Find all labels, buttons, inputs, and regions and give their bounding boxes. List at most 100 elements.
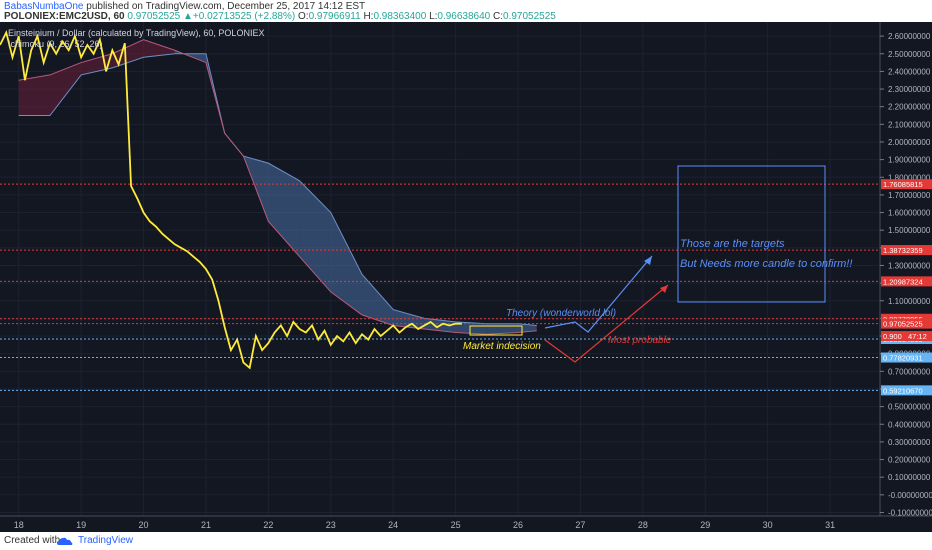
- x-tick-label: 29: [700, 520, 710, 530]
- publish-info: published on TradingView.com, December 2…: [83, 1, 366, 12]
- plot-area: [0, 22, 880, 516]
- price-tag-countdown: 47:12: [908, 332, 927, 341]
- most-probable-label: Most probable: [608, 335, 672, 346]
- open-label: O:: [298, 11, 309, 22]
- footer: Created with TradingView: [0, 532, 932, 550]
- high-label: H:: [363, 11, 374, 22]
- level-label: 0.59210670: [883, 386, 923, 395]
- tradingview-cloud-icon: [57, 537, 73, 545]
- time-axis[interactable]: 18 19 20 21 22 23 24 25 26 27 28 29 30 31: [0, 515, 932, 530]
- close-value: 0.97052525: [503, 11, 556, 22]
- x-tick-label: 25: [451, 520, 461, 530]
- level-label-bg: [881, 352, 932, 363]
- y-tick-label: 1.80000000: [888, 173, 931, 182]
- y-tick-label: 1.10000000: [888, 297, 931, 306]
- tradingview-brand[interactable]: TradingView: [78, 535, 134, 546]
- x-tick-label: 24: [388, 520, 398, 530]
- level-labels: 1.760858151.387323591.209873240.99778956…: [881, 179, 932, 396]
- theory-arrowhead-icon: [644, 256, 652, 265]
- y-tick-label: 2.60000000: [888, 32, 931, 41]
- y-tick-label: 2.10000000: [888, 120, 931, 129]
- y-tick-label: -0.10000000: [888, 508, 932, 517]
- low-value: 0.96638640: [437, 11, 491, 22]
- level-label-bg: [881, 318, 932, 329]
- chart-header: BabasNumbaOne published on TradingView.c…: [0, 0, 932, 22]
- drawings: Those are the targets But Needs more can…: [463, 165, 852, 363]
- target-box[interactable]: [677, 165, 826, 303]
- cloud-segment: [330, 212, 362, 315]
- cloud-segment: [361, 274, 394, 326]
- target-box-line2: But Needs more candle to confirm!!: [680, 258, 852, 270]
- price-change: +0.02713525 (+2.88%): [192, 11, 296, 22]
- y-tick-label: 2.30000000: [888, 85, 931, 94]
- level-label-bg: [881, 276, 932, 287]
- y-tick-label: 0.30000000: [888, 438, 931, 447]
- symbol-label: POLONIEX:EMC2USD, 60: [4, 11, 125, 22]
- price-tag-bg: [881, 331, 932, 342]
- ohlc-line: POLONIEX:EMC2USD, 60 0.97052525 ▲+0.0271…: [4, 11, 556, 22]
- price-chart[interactable]: Those are the targets But Needs more can…: [0, 22, 932, 532]
- x-tick-label: 20: [139, 520, 149, 530]
- y-tick-label: 2.00000000: [888, 138, 931, 147]
- y-tick-label: 0.10000000: [888, 473, 931, 482]
- x-tick-label: 27: [575, 520, 585, 530]
- horizontal-levels: [0, 183, 880, 391]
- senkou_a-line: [18, 53, 537, 326]
- cloud-segment: [268, 163, 300, 257]
- author-link[interactable]: BabasNumbaOne: [4, 1, 84, 12]
- probable-arrowhead-icon: [660, 285, 668, 293]
- y-tick-label: 1.90000000: [888, 156, 931, 165]
- x-tick-label: 31: [825, 520, 835, 530]
- x-tick-label: 18: [14, 520, 24, 530]
- cloud-segment: [455, 321, 487, 335]
- y-tick-label: 1.60000000: [888, 209, 931, 218]
- cloud-segment: [49, 62, 82, 116]
- y-tick-label: 0.40000000: [888, 420, 931, 429]
- publish-line: BabasNumbaOne published on TradingView.c…: [4, 1, 365, 12]
- x-tick-label: 22: [263, 520, 273, 530]
- change-arrow-icon: ▲: [183, 11, 193, 22]
- cloud-segment: [299, 180, 331, 292]
- chart-title: Einsteinium / Dollar (calculated by Trad…: [8, 28, 264, 38]
- x-tick-label: 28: [638, 520, 648, 530]
- level-label-bg: [881, 245, 932, 256]
- target-box-line1: Those are the targets: [680, 238, 785, 250]
- x-tick-label: 19: [76, 520, 86, 530]
- level-label: 1.20987324: [883, 277, 923, 286]
- senkou_b-line: [18, 39, 537, 335]
- high-value: 0.98363400: [373, 11, 427, 22]
- market-indecision-label: Market indecision: [463, 341, 541, 352]
- cloud-segment: [518, 323, 537, 333]
- cloud-segment: [18, 74, 50, 116]
- low-label: L:: [429, 11, 438, 22]
- y-tick-label: 0.70000000: [888, 367, 931, 376]
- x-tick-label: 26: [513, 520, 523, 530]
- grid: [0, 22, 880, 516]
- y-tick-label: 1.50000000: [888, 226, 931, 235]
- probable-path[interactable]: [544, 284, 669, 363]
- y-tick-label: 0.20000000: [888, 456, 931, 465]
- level-label-bg: [881, 179, 932, 190]
- created-with-label: Created with: [4, 535, 61, 546]
- price-line: [0, 30, 462, 370]
- last-price: 0.97052525: [127, 11, 181, 22]
- theory-label: Theory (wonderworld lol): [506, 308, 616, 319]
- cloud-segment: [143, 39, 175, 58]
- level-label: 1.76085815: [883, 180, 923, 189]
- x-tick-label: 30: [763, 520, 773, 530]
- level-label: 0.97052525: [883, 320, 923, 329]
- open-value: 0.97966911: [308, 11, 361, 22]
- x-tick-label: 23: [326, 520, 336, 530]
- indicator-label: Ichimoku (9, 26, 52, 26): [8, 39, 103, 49]
- y-tick-label: 2.40000000: [888, 67, 931, 76]
- theory-path[interactable]: [544, 255, 653, 333]
- level-label: 0.77820931: [883, 354, 923, 363]
- indecision-box[interactable]: [469, 325, 523, 336]
- y-tick-label: -0.00000000: [888, 491, 932, 500]
- y-tick-label: 0.50000000: [888, 403, 931, 412]
- level-label: 1.38732359: [883, 246, 923, 255]
- y-tick-label: 2.50000000: [888, 50, 931, 59]
- level-label-bg: [881, 385, 932, 396]
- y-tick-label: 1.30000000: [888, 261, 931, 270]
- close-label: C:: [493, 11, 504, 22]
